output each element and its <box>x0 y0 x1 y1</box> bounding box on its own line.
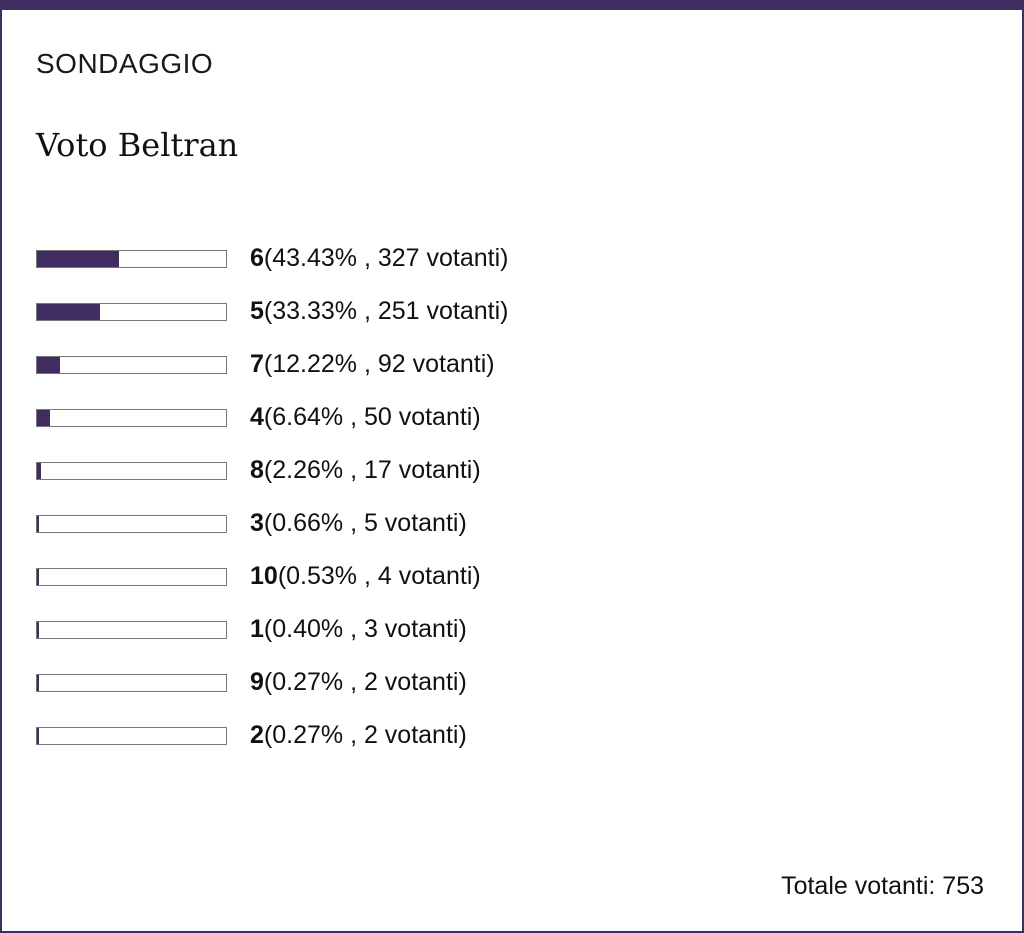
poll-option: 10(0.53% , 4 votanti) <box>36 550 509 603</box>
result-bar-track <box>36 514 227 533</box>
option-text: 2(0.27% , 2 votanti) <box>250 721 467 750</box>
option-name: 9 <box>250 668 264 696</box>
result-bar-track <box>36 302 227 321</box>
poll-option: 1(0.40% , 3 votanti) <box>36 603 509 656</box>
result-bar-fill <box>37 462 42 479</box>
poll-option: 9(0.27% , 2 votanti) <box>36 656 509 709</box>
option-text: 9(0.27% , 2 votanti) <box>250 668 467 697</box>
option-text: 8(2.26% , 17 votanti) <box>250 456 481 485</box>
poll-label: SONDAGGIO <box>36 48 214 79</box>
option-details: (0.53% , 4 votanti) <box>277 562 481 590</box>
poll-option: 3(0.66% , 5 votanti) <box>36 497 509 550</box>
option-details: (33.33% , 251 votanti) <box>263 297 509 325</box>
option-name: 8 <box>250 456 264 484</box>
result-bar-fill <box>37 303 100 320</box>
option-text: 3(0.66% , 5 votanti) <box>250 509 467 538</box>
option-name: 2 <box>250 721 264 749</box>
poll-option: 4(6.64% , 50 votanti) <box>36 391 509 444</box>
option-name: 1 <box>250 615 264 643</box>
total-voters: Totale votanti: 753 <box>781 872 984 900</box>
option-text: 5(33.33% , 251 votanti) <box>250 297 509 326</box>
result-bar-fill <box>37 409 50 426</box>
option-details: (0.40% , 3 votanti) <box>263 615 467 643</box>
result-bar-fill <box>37 568 39 585</box>
result-bar-track <box>36 355 227 374</box>
option-name: 7 <box>250 350 264 378</box>
result-bar-fill <box>37 674 39 691</box>
option-name: 6 <box>250 244 264 272</box>
poll-option: 8(2.26% , 17 votanti) <box>36 444 509 497</box>
option-text: 4(6.64% , 50 votanti) <box>250 403 481 432</box>
option-text: 1(0.40% , 3 votanti) <box>250 615 467 644</box>
result-bar-fill <box>37 250 120 267</box>
result-bar-track <box>36 567 227 586</box>
result-bar-track <box>36 408 227 427</box>
option-details: (6.64% , 50 votanti) <box>263 403 481 431</box>
option-details: (12.22% , 92 votanti) <box>263 350 495 378</box>
option-details: (2.26% , 17 votanti) <box>263 456 481 484</box>
result-bar-track <box>36 249 227 268</box>
result-bar-track <box>36 620 227 639</box>
option-name: 4 <box>250 403 264 431</box>
result-bar-track <box>36 726 227 745</box>
result-bar-track <box>36 673 227 692</box>
option-details: (0.66% , 5 votanti) <box>263 509 467 537</box>
result-bar-fill <box>37 621 39 638</box>
poll-option: 2(0.27% , 2 votanti) <box>36 709 509 762</box>
result-bar-fill <box>37 727 39 744</box>
option-details: (0.27% , 2 votanti) <box>263 668 467 696</box>
option-text: 6(43.43% , 327 votanti) <box>250 244 509 273</box>
poll-option: 6(43.43% , 327 votanti) <box>36 232 509 285</box>
poll-option: 7(12.22% , 92 votanti) <box>36 338 509 391</box>
result-bar-fill <box>37 356 61 373</box>
poll-options: 6(43.43% , 327 votanti) 5(33.33% , 251 v… <box>36 232 509 762</box>
option-details: (43.43% , 327 votanti) <box>263 244 509 272</box>
option-details: (0.27% , 2 votanti) <box>263 721 467 749</box>
option-text: 10(0.53% , 4 votanti) <box>250 562 481 591</box>
result-bar-track <box>36 461 227 480</box>
option-text: 7(12.22% , 92 votanti) <box>250 350 495 379</box>
option-name: 5 <box>250 297 264 325</box>
option-name: 3 <box>250 509 264 537</box>
result-bar-fill <box>37 515 39 532</box>
poll-option: 5(33.33% , 251 votanti) <box>36 285 509 338</box>
option-name: 10 <box>250 562 278 590</box>
poll-question: Voto Beltran <box>36 126 239 164</box>
